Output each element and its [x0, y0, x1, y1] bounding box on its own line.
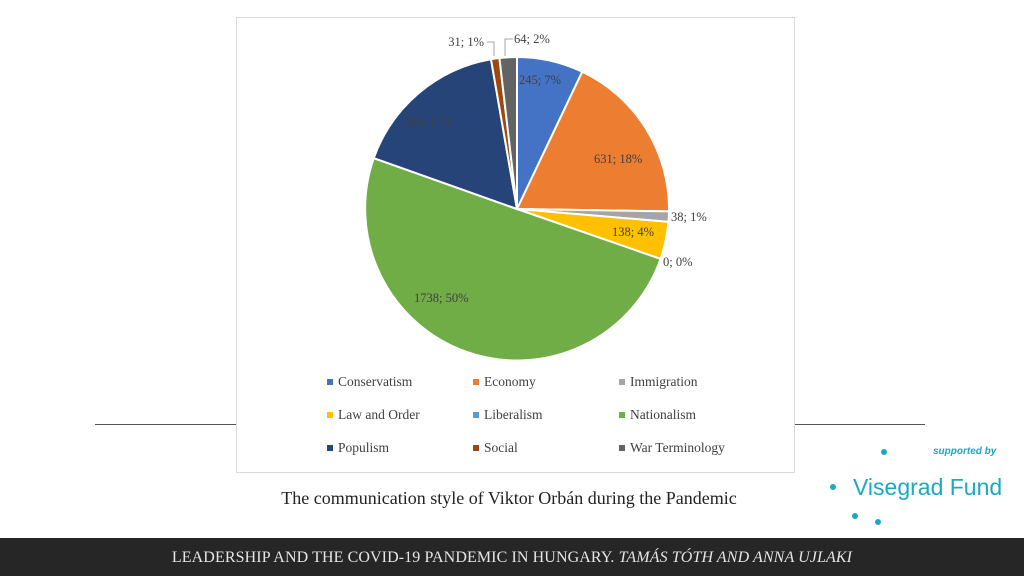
- pie-slice-populism: [372, 58, 519, 211]
- legend-swatch: [327, 445, 333, 451]
- logo-dot: [875, 519, 881, 525]
- data-label-social: 31; 1%: [448, 35, 484, 49]
- footer-bar: LEADERSHIP AND THE COVID-19 PANDEMIC IN …: [0, 538, 1024, 576]
- legend-label: Economy: [484, 374, 536, 389]
- legend-label: Law and Order: [338, 407, 420, 422]
- footer-title: LEADERSHIP AND THE COVID-19 PANDEMIC IN …: [171, 549, 615, 566]
- legend-label: Social: [484, 440, 518, 455]
- legend-swatch: [619, 412, 625, 418]
- legend-label: War Terminology: [630, 440, 725, 455]
- legend-swatch: [619, 445, 625, 451]
- pie-slice-war-terminology: [498, 55, 518, 210]
- pie-slice-economy: [515, 70, 670, 213]
- legend-item-social: Social: [473, 439, 619, 457]
- legend-swatch: [327, 412, 333, 418]
- data-label-populism: 584; 17%: [404, 115, 452, 129]
- legend-label: Populism: [338, 440, 390, 455]
- chart-caption: The communication style of Viktor Orbán …: [281, 488, 737, 508]
- chart-legend: Conservatism Economy Immigration Law and Or…: [327, 373, 787, 457]
- sponsor-name: Visegrad Fund: [853, 474, 1003, 500]
- data-label-immigration: 38; 1%: [671, 210, 707, 224]
- data-label-war-terminology: 64; 2%: [514, 32, 550, 46]
- legend-item-liberalism: Liberalism: [473, 406, 619, 424]
- legend-item-conservatism: Conservatism: [327, 373, 473, 391]
- legend-item-economy: Economy: [473, 373, 619, 391]
- legend-label: Liberalism: [484, 407, 543, 422]
- legend-swatch: [473, 412, 479, 418]
- legend-item-immigration: Immigration: [619, 373, 765, 391]
- logo-dot: [852, 513, 858, 519]
- pie-chart-plot: 245; 7% 631; 18% 38; 1% 138; 4% 0; 0% 1738; 5…: [364, 32, 707, 362]
- legend-item-populism: Populism: [327, 439, 473, 457]
- divider-line-right: [795, 424, 925, 425]
- legend-swatch: [327, 379, 333, 385]
- data-label-liberalism: 0; 0%: [663, 255, 693, 269]
- data-label-law-and-order: 138; 4%: [612, 225, 654, 239]
- data-label-conservatism: 245; 7%: [519, 73, 561, 87]
- sponsor-logo: supported by Visegrad Fund: [820, 440, 1024, 536]
- legend-item-war-terminology: War Terminology: [619, 439, 765, 457]
- legend-item-nationalism: Nationalism: [619, 406, 765, 424]
- legend-label: Nationalism: [630, 407, 696, 422]
- logo-dot: [830, 484, 836, 490]
- legend-swatch: [619, 379, 625, 385]
- legend-swatch: [473, 379, 479, 385]
- legend-swatch: [473, 445, 479, 451]
- divider-line-left: [95, 424, 238, 425]
- sponsor-supported-by: supported by: [933, 446, 997, 457]
- leader-line-social: [487, 41, 495, 56]
- data-label-nationalism: 1738; 50%: [414, 291, 469, 305]
- legend-label: Immigration: [630, 374, 698, 389]
- leader-line-war-terminology: [504, 38, 513, 56]
- pie-chart: 245; 7% 631; 18% 38; 1% 138; 4% 0; 0% 1738; 5…: [236, 17, 795, 473]
- legend-item-law-and-order: Law and Order: [327, 406, 473, 424]
- footer-authors: TAMÁS TÓTH AND ANNA UJLAKI: [618, 549, 853, 566]
- pie-slice-nationalism: [364, 156, 662, 362]
- logo-dot: [881, 449, 887, 455]
- data-label-economy: 631; 18%: [594, 152, 642, 166]
- legend-label: Conservatism: [338, 374, 413, 389]
